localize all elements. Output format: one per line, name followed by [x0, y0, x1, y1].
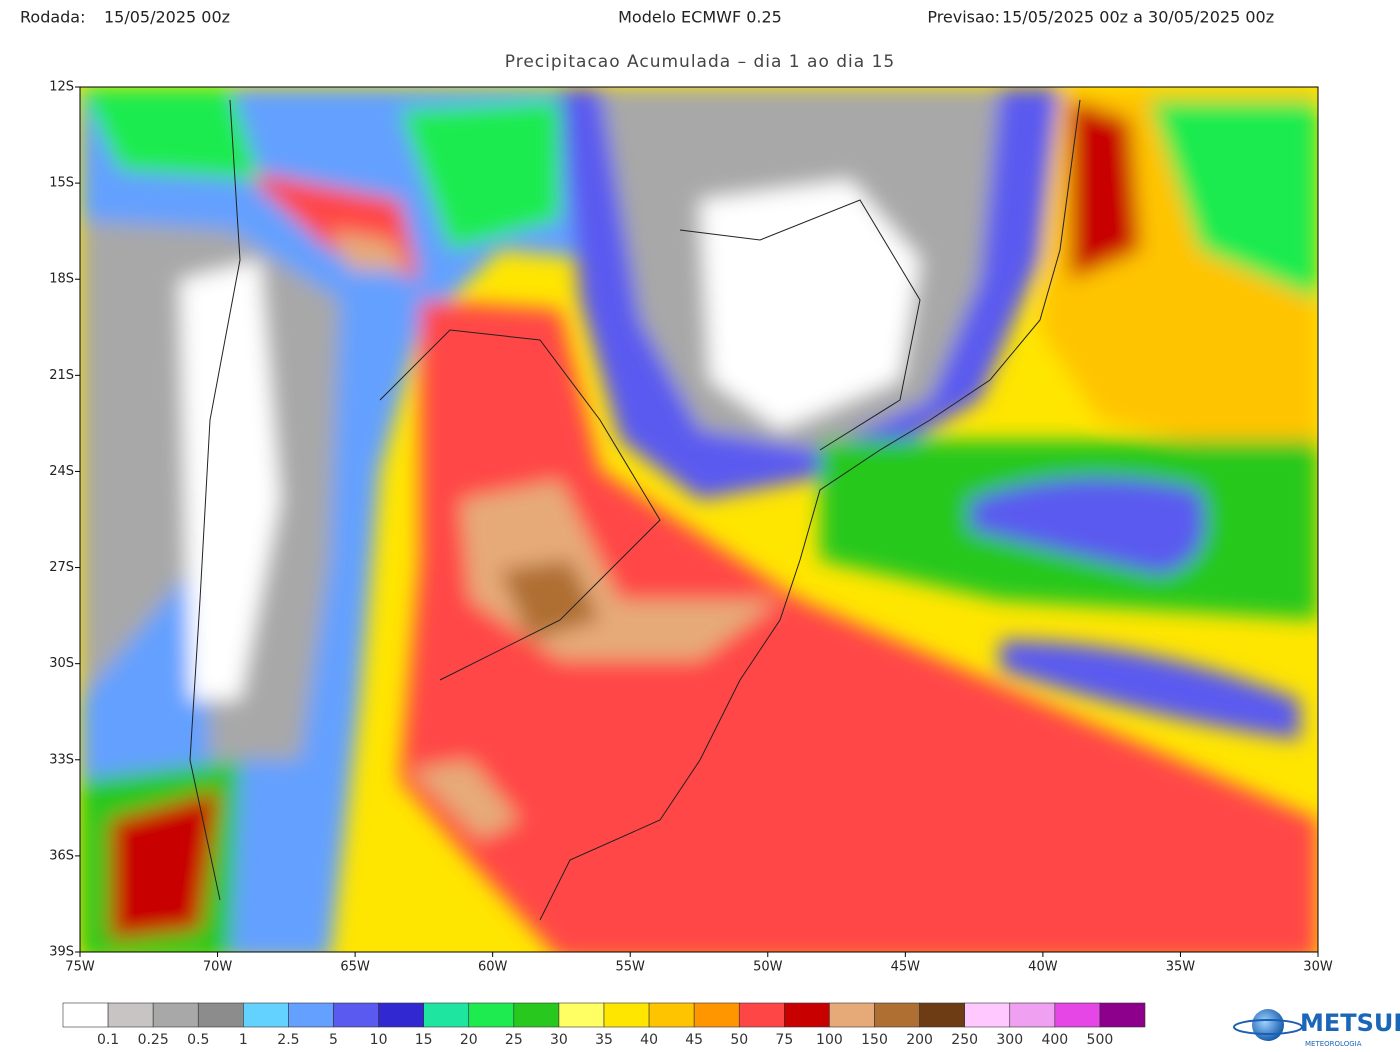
logo-icon	[1252, 1009, 1284, 1041]
legend-swatch	[558, 1002, 605, 1028]
lon-label: 60W	[478, 960, 508, 975]
legend-swatch	[333, 1002, 379, 1028]
lat-label: 39S	[49, 945, 74, 960]
legend-label: 15	[415, 1032, 433, 1048]
lat-label: 15S	[49, 176, 74, 191]
lon-label: 50W	[753, 960, 783, 975]
legend-swatch	[738, 1002, 785, 1028]
forecast-value: 15/05/2025 00z a 30/05/2025 00z	[1002, 8, 1274, 27]
legend-label: 100	[816, 1032, 843, 1048]
legend-label: 200	[906, 1032, 933, 1048]
run-label: Rodada:	[20, 8, 86, 27]
legend-swatch	[197, 1002, 244, 1028]
legend-label: 20	[460, 1032, 478, 1048]
legend-label: 400	[1041, 1032, 1068, 1048]
legend-swatch	[829, 1002, 875, 1028]
legend-label: 150	[861, 1032, 888, 1048]
lat-label: 12S	[49, 80, 74, 95]
legend-swatch	[1009, 1002, 1056, 1028]
legend-swatch	[513, 1002, 560, 1028]
legend-label: 30	[550, 1032, 568, 1048]
legend-label: 250	[951, 1032, 978, 1048]
logo-orbit	[1233, 1019, 1303, 1035]
legend-label: 0.1	[97, 1032, 119, 1048]
legend-label: 35	[595, 1032, 613, 1048]
lon-label: 70W	[203, 960, 233, 975]
legend-swatch	[784, 1002, 830, 1028]
legend-label: 45	[685, 1032, 703, 1048]
legend-label: 300	[996, 1032, 1023, 1048]
legend-swatch	[919, 1002, 965, 1028]
lon-label: 45W	[891, 960, 921, 975]
lon-label: 35W	[1166, 960, 1196, 975]
legend-label: 40	[640, 1032, 658, 1048]
legend-label: 75	[775, 1032, 793, 1048]
legend-swatch	[62, 1002, 109, 1028]
legend-swatch	[648, 1002, 695, 1028]
model: Modelo ECMWF 0.25	[618, 8, 782, 27]
lat-label: 30S	[49, 656, 74, 671]
lat-label: 21S	[49, 368, 74, 383]
legend-label: 1	[239, 1032, 248, 1048]
lon-label: 75W	[65, 960, 95, 975]
legend-swatch	[693, 1002, 740, 1028]
run-value: 15/05/2025 00z	[104, 8, 230, 27]
legend-swatch	[152, 1002, 199, 1028]
lat-label: 27S	[49, 560, 74, 575]
precipitation-field	[80, 87, 1318, 952]
legend-swatch	[603, 1002, 650, 1028]
lon-label: 65W	[340, 960, 370, 975]
lat-label: 24S	[49, 464, 74, 479]
legend-label: 0.5	[187, 1032, 209, 1048]
legend-swatch	[1099, 1002, 1146, 1028]
legend-label: 0.25	[138, 1032, 169, 1048]
legend-swatch	[378, 1002, 424, 1028]
subtitle: Precipitacao Acumulada – dia 1 ao dia 15	[505, 52, 895, 72]
legend-swatch	[1054, 1002, 1101, 1028]
legend-swatch	[964, 1002, 1011, 1028]
legend-swatch	[243, 1002, 289, 1028]
legend-label: 25	[505, 1032, 523, 1048]
lon-label: 30W	[1303, 960, 1333, 975]
lon-label: 40W	[1028, 960, 1058, 975]
lat-label: 33S	[49, 752, 74, 767]
logo-tagline: METEOROLOGIA	[1305, 1040, 1362, 1048]
lat-label: 36S	[49, 848, 74, 863]
legend-label: 5	[329, 1032, 338, 1048]
legend-label: 10	[370, 1032, 388, 1048]
lon-label: 55W	[616, 960, 646, 975]
legend-swatch	[107, 1002, 154, 1028]
legend-label: 500	[1087, 1032, 1114, 1048]
legend-swatch	[288, 1002, 334, 1028]
legend-label: 50	[730, 1032, 748, 1048]
lat-label: 18S	[49, 272, 74, 287]
legend-swatch	[468, 1002, 515, 1028]
legend-swatch	[423, 1002, 470, 1028]
logo-name: METSUL	[1300, 1009, 1400, 1037]
legend-swatch	[874, 1002, 920, 1028]
map-frame	[79, 86, 1319, 953]
legend-label: 2.5	[277, 1032, 299, 1048]
forecast-label: Previsao:	[927, 8, 1000, 27]
